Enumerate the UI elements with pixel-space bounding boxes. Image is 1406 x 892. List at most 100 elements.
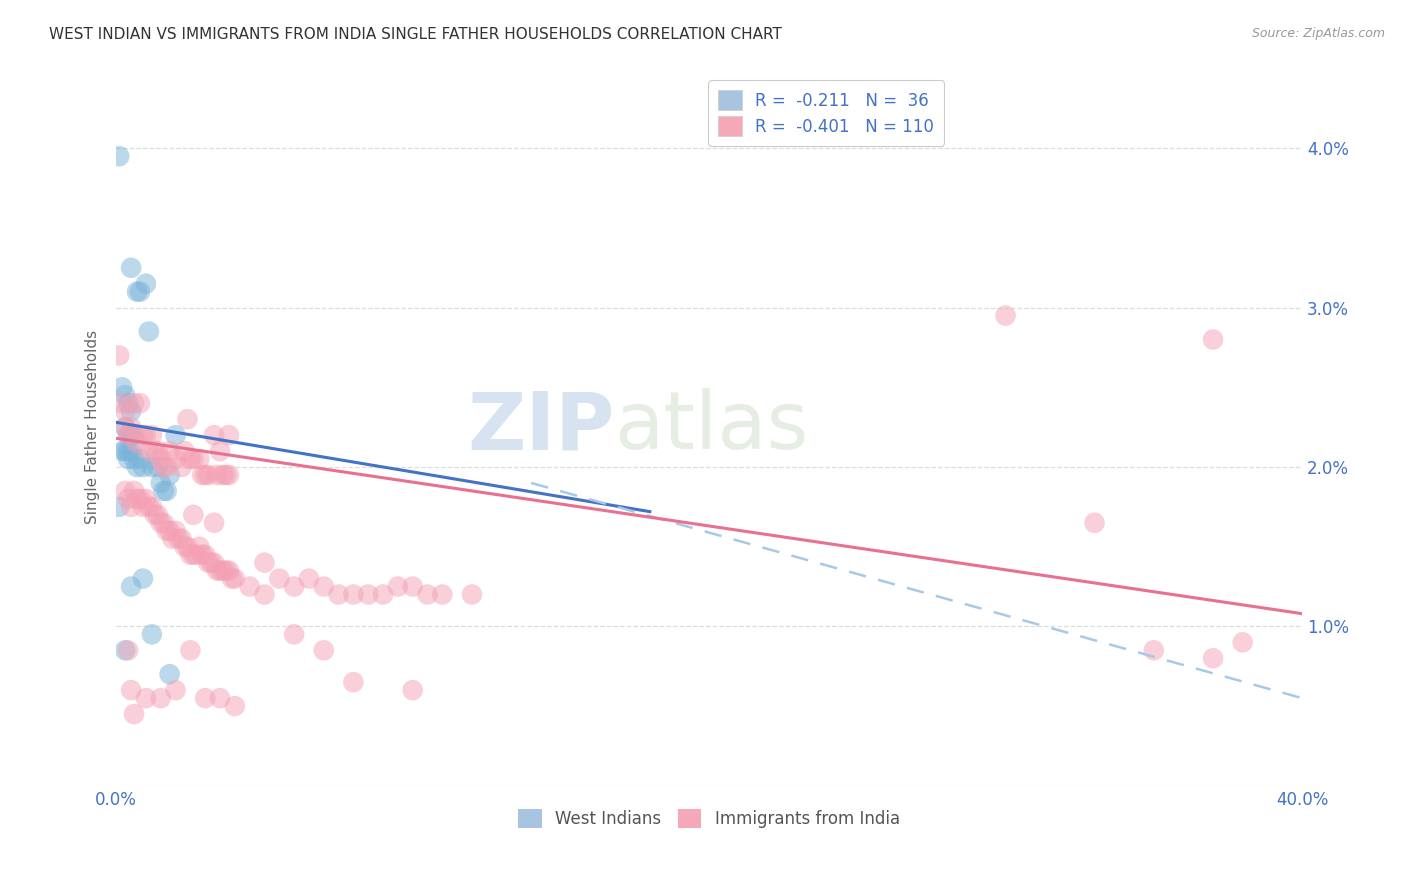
Point [218,564,240,578]
Point [202,428,225,442]
Point [117,452,139,467]
Point [239,580,262,594]
Point [165,452,187,467]
Point [125,460,148,475]
Point [176,540,198,554]
Point [224,572,246,586]
Point [156,524,179,538]
Point [186,548,208,562]
Point [152,483,174,498]
Point [173,444,195,458]
Point [141,460,163,475]
Point [205,564,228,578]
Point [125,491,148,506]
Point [135,491,157,506]
Point [191,548,214,562]
Point [120,500,142,514]
Point [149,516,172,530]
Point [122,428,145,442]
Point [122,452,145,467]
Point [312,643,335,657]
Text: atlas: atlas [614,388,808,467]
Point [221,572,243,586]
Point [183,508,205,522]
Point [159,444,181,458]
Point [143,508,166,522]
Point [135,428,157,442]
Point [135,277,157,291]
Point [197,467,219,482]
Point [120,420,142,434]
Point [176,412,198,426]
Point [129,285,152,299]
Point [156,483,179,498]
Point [132,460,155,475]
Point [218,467,240,482]
Point [156,460,179,475]
Text: Source: ZipAtlas.com: Source: ZipAtlas.com [1251,27,1385,40]
Point [122,707,145,722]
Point [328,587,350,601]
Point [117,428,139,442]
Point [170,532,193,546]
Point [165,683,187,698]
Point [371,587,394,601]
Point [108,149,131,163]
Point [200,556,222,570]
Point [117,444,139,458]
Point [215,467,238,482]
Point [120,580,142,594]
Point [179,548,201,562]
Point [152,460,174,475]
Point [135,691,157,706]
Point [114,420,136,434]
Point [120,404,142,418]
Text: ZIP: ZIP [467,388,614,467]
Point [111,396,134,410]
Point [208,444,231,458]
Point [114,483,136,498]
Point [114,643,136,657]
Point [120,444,142,458]
Point [402,683,425,698]
Point [1083,516,1105,530]
Legend: West Indians, Immigrants from India: West Indians, Immigrants from India [512,802,907,835]
Point [312,580,335,594]
Point [202,516,225,530]
Point [149,691,172,706]
Point [1232,635,1254,649]
Point [143,444,166,458]
Point [208,691,231,706]
Point [194,548,217,562]
Point [114,388,136,402]
Point [269,572,291,586]
Point [152,516,174,530]
Point [149,452,172,467]
Point [117,491,139,506]
Point [165,428,187,442]
Point [218,428,240,442]
Point [224,699,246,714]
Point [159,467,181,482]
Point [212,467,235,482]
Point [146,508,169,522]
Point [159,667,181,681]
Point [129,491,152,506]
Point [117,643,139,657]
Point [461,587,484,601]
Point [162,532,184,546]
Point [402,580,425,594]
Point [129,452,152,467]
Text: WEST INDIAN VS IMMIGRANTS FROM INDIA SINGLE FATHER HOUSEHOLDS CORRELATION CHART: WEST INDIAN VS IMMIGRANTS FROM INDIA SIN… [49,27,782,42]
Point [208,564,231,578]
Point [387,580,409,594]
Point [111,444,134,458]
Point [283,580,305,594]
Point [202,556,225,570]
Point [1143,643,1166,657]
Point [108,348,131,362]
Point [173,540,195,554]
Point [416,587,439,601]
Point [1202,333,1225,347]
Point [122,396,145,410]
